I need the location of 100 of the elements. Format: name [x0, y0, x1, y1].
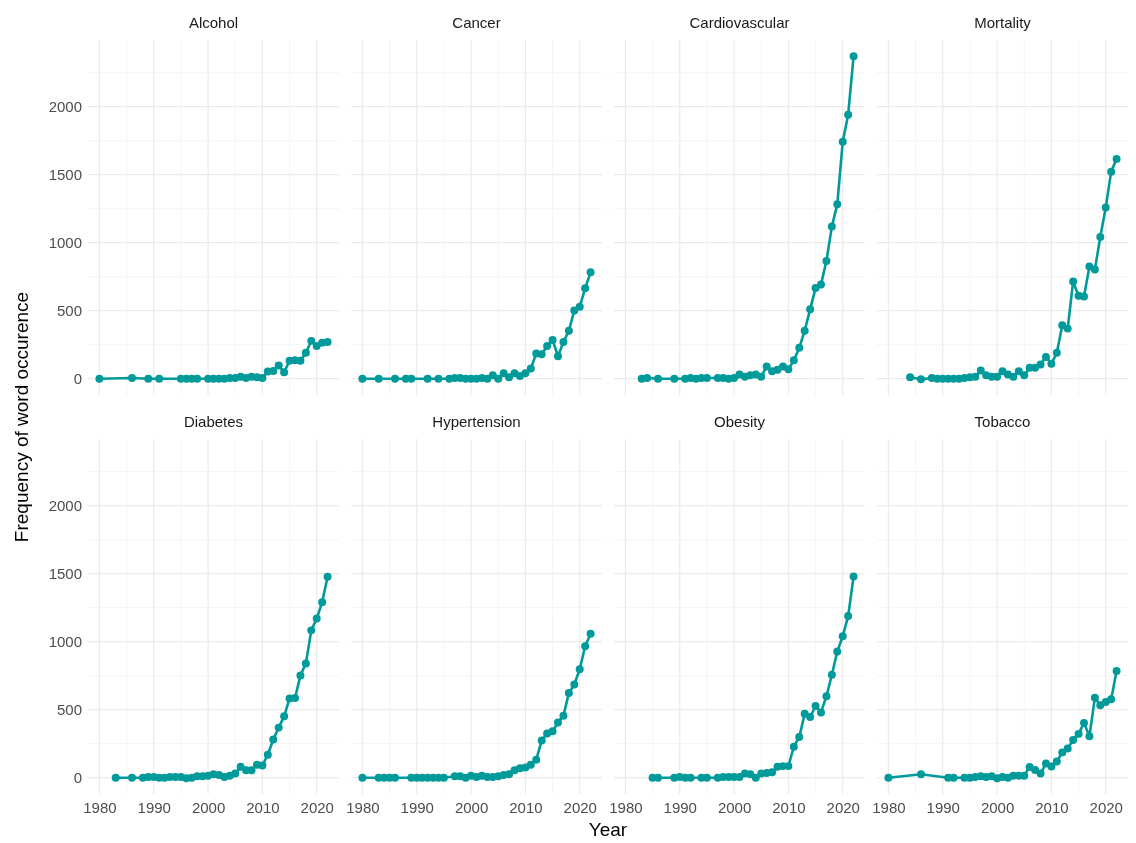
point: [548, 727, 557, 736]
point: [735, 773, 744, 781]
point: [323, 337, 332, 346]
point: [822, 692, 831, 701]
point: [144, 374, 153, 383]
x-tick-label: 2000: [191, 798, 226, 816]
x-tick-label: 1980: [83, 798, 117, 816]
point: [505, 373, 514, 382]
point: [554, 718, 562, 727]
point: [971, 372, 980, 381]
point: [358, 374, 367, 383]
point: [307, 626, 316, 635]
point: [817, 708, 825, 717]
point: [548, 335, 557, 344]
x-tick-label: 2020: [563, 798, 597, 816]
point: [193, 374, 202, 383]
x-axis-title: Year: [588, 819, 628, 840]
point: [95, 374, 104, 383]
chart-title: Cancer: [452, 14, 501, 31]
point: [993, 372, 1002, 381]
x-tick-label: 2010: [772, 798, 806, 816]
point: [768, 768, 777, 777]
point: [575, 302, 584, 311]
point: [374, 374, 383, 383]
point: [554, 352, 562, 361]
point: [526, 364, 535, 373]
chart-title: Mortality: [974, 14, 1032, 31]
y-tick-label: 500: [56, 301, 82, 319]
point: [586, 629, 595, 638]
y-tick-label: 1500: [48, 165, 82, 183]
chart-title: Diabetes: [183, 413, 244, 430]
point: [838, 137, 847, 146]
y-tick-label: 2000: [48, 97, 82, 115]
point: [1101, 203, 1110, 212]
point: [917, 375, 925, 384]
point: [827, 670, 836, 679]
point: [280, 368, 289, 377]
point: [570, 306, 579, 315]
point: [231, 769, 240, 778]
point: [581, 642, 590, 651]
point: [312, 614, 321, 623]
point: [746, 770, 755, 779]
point: [795, 733, 804, 741]
point: [1031, 765, 1040, 774]
point: [1074, 729, 1083, 738]
point: [586, 268, 595, 277]
point: [833, 200, 842, 209]
point: [505, 770, 514, 779]
point: [833, 647, 842, 656]
point: [488, 371, 497, 380]
point: [575, 665, 584, 674]
x-tick-label: 1980: [346, 798, 380, 816]
x-tick-label: 2000: [717, 798, 752, 816]
point: [806, 713, 815, 721]
point: [111, 773, 120, 782]
point: [1080, 718, 1088, 727]
point: [1009, 372, 1018, 381]
point: [654, 773, 662, 782]
x-tick-label: 1990: [663, 798, 697, 816]
point: [434, 374, 443, 383]
point: [827, 222, 836, 231]
point: [391, 773, 399, 782]
point: [559, 711, 568, 720]
point: [407, 374, 416, 383]
y-tick-label: 1000: [48, 233, 82, 251]
point: [844, 612, 853, 621]
chart-title: Hypertension: [432, 413, 521, 430]
point: [849, 572, 858, 581]
y-tick-label: 1000: [48, 632, 82, 650]
point: [1090, 265, 1099, 274]
y-tick-label: 0: [73, 369, 82, 387]
point: [789, 356, 798, 365]
point: [296, 671, 305, 680]
point: [643, 374, 652, 382]
point: [1096, 701, 1105, 710]
x-tick-label: 2000: [454, 798, 489, 816]
chart-title: Tobacco: [974, 413, 1031, 430]
point: [1058, 748, 1067, 757]
point: [757, 372, 766, 381]
point: [537, 736, 546, 745]
point: [906, 373, 915, 382]
point: [1107, 695, 1116, 704]
x-tick-label: 2010: [246, 798, 280, 816]
point: [1112, 154, 1121, 163]
point: [1058, 321, 1067, 330]
point: [849, 52, 858, 61]
point: [1036, 360, 1045, 369]
point: [1041, 352, 1050, 361]
point: [838, 632, 847, 641]
point: [391, 374, 399, 383]
x-tick-label: 2020: [826, 798, 860, 816]
y-tick-label: 500: [56, 700, 82, 718]
point: [301, 659, 310, 668]
point: [1085, 732, 1094, 741]
point: [128, 773, 136, 782]
point: [1047, 359, 1056, 368]
point: [795, 343, 804, 352]
point: [844, 110, 853, 119]
point: [258, 374, 267, 382]
y-axis-title: Frequency of word occurence: [11, 291, 32, 543]
